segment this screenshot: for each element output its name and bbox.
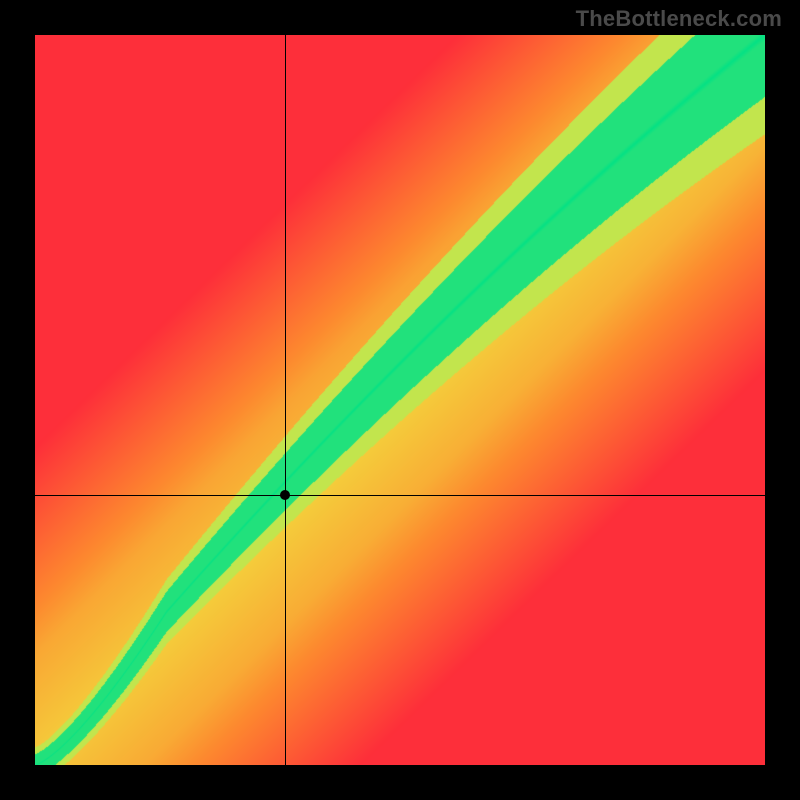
watermark-text: TheBottleneck.com	[576, 6, 782, 32]
crosshair-horizontal	[35, 495, 765, 496]
plot-area	[35, 35, 765, 765]
heatmap-canvas	[35, 35, 765, 765]
marker-dot	[280, 490, 290, 500]
crosshair-vertical	[285, 35, 286, 765]
chart-container: TheBottleneck.com	[0, 0, 800, 800]
